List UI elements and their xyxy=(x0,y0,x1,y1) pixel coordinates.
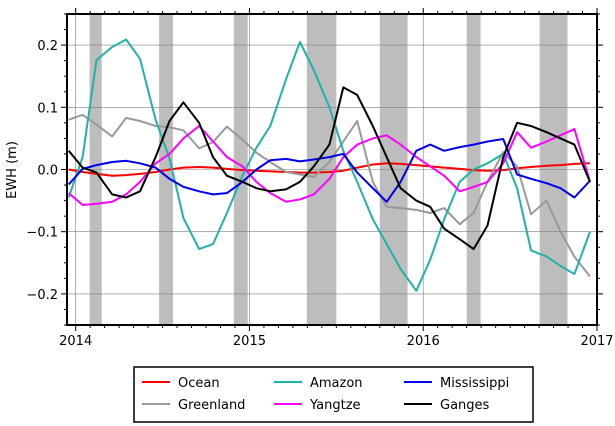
y-tick-label: 0.1 xyxy=(37,101,58,116)
tick-marks xyxy=(61,8,603,331)
legend-label-greenland: Greenland xyxy=(178,398,245,413)
legend-label-yangtze: Yangtze xyxy=(309,398,361,413)
series-line-yangtze xyxy=(68,125,591,206)
series-lines xyxy=(67,38,591,292)
x-tick-label: 2014 xyxy=(59,334,92,349)
y-tick-label: 0.2 xyxy=(37,39,58,54)
series-line-ocean xyxy=(68,162,591,177)
legend-label-amazon: Amazon xyxy=(310,376,363,391)
y-tick-label: −0.1 xyxy=(26,226,58,241)
grid-lines xyxy=(67,14,598,325)
y-tick-label: −0.2 xyxy=(26,288,58,303)
legend: Ocean Greenland Amazon Yangtze Mississippi Ga… xyxy=(133,366,534,423)
y-axis-label: EWH (m) xyxy=(5,141,20,199)
series-line-ganges xyxy=(67,86,591,251)
y-tick-label: 0.0 xyxy=(37,164,58,179)
tick-labels: 2014 2015 2016 2017 −0.2 −0.1 0.0 0.1 0.2 xyxy=(26,39,613,349)
series-line-greenland xyxy=(68,113,591,278)
legend-label-ganges: Ganges xyxy=(440,398,490,413)
series-line-amazon xyxy=(67,38,591,292)
legend-label-mississippi: Mississippi xyxy=(440,376,509,391)
x-tick-label: 2016 xyxy=(407,334,440,349)
legend-box xyxy=(133,366,534,423)
x-tick-label: 2015 xyxy=(233,334,266,349)
legend-label-ocean: Ocean xyxy=(178,376,220,391)
x-tick-label: 2017 xyxy=(580,334,613,349)
series-line-mississippi xyxy=(67,138,591,203)
